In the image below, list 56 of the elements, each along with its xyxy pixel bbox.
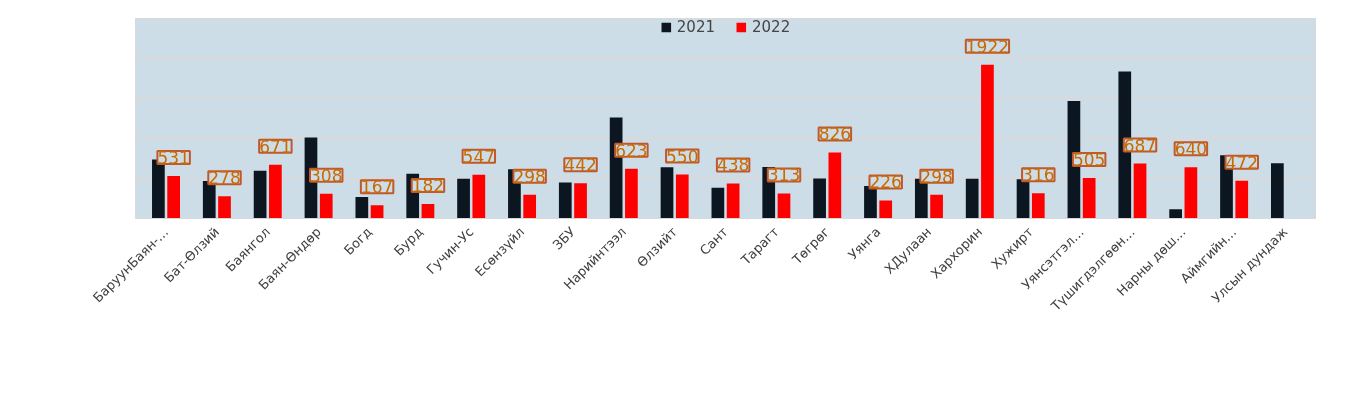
data-label: 182 bbox=[411, 175, 445, 196]
bar bbox=[813, 178, 826, 219]
bar bbox=[625, 168, 638, 219]
bar bbox=[1082, 178, 1096, 219]
data-label: 826 bbox=[818, 124, 852, 145]
bar bbox=[660, 167, 674, 219]
bar bbox=[472, 174, 486, 219]
bar bbox=[218, 196, 231, 219]
bar bbox=[675, 174, 689, 219]
legend-label: 2022 bbox=[752, 18, 791, 36]
bar bbox=[726, 183, 740, 219]
bar bbox=[1271, 163, 1284, 219]
bar bbox=[879, 200, 893, 219]
bar bbox=[1235, 180, 1249, 219]
bar bbox=[981, 64, 994, 219]
bar bbox=[167, 176, 180, 219]
bar bbox=[574, 183, 587, 219]
data-label: 640 bbox=[1174, 139, 1208, 160]
bar bbox=[965, 178, 979, 219]
bar bbox=[1133, 163, 1147, 219]
data-label: 278 bbox=[208, 168, 241, 189]
data-label: 623 bbox=[615, 140, 648, 161]
data-label: 687 bbox=[1123, 135, 1157, 156]
bar bbox=[421, 203, 435, 219]
bar bbox=[370, 205, 384, 219]
bar bbox=[319, 193, 333, 219]
bar bbox=[253, 170, 267, 219]
data-label: 316 bbox=[1022, 165, 1055, 186]
bar bbox=[1169, 209, 1182, 219]
data-label: 1922 bbox=[965, 36, 1010, 57]
bar bbox=[523, 194, 537, 219]
bar bbox=[1031, 193, 1045, 219]
data-label: 308 bbox=[310, 165, 343, 186]
bar bbox=[711, 187, 725, 219]
data-label: 442 bbox=[564, 155, 597, 176]
data-label: 550 bbox=[666, 146, 699, 167]
bar bbox=[558, 182, 572, 219]
data-label: 226 bbox=[869, 172, 902, 193]
data-label: 167 bbox=[360, 177, 394, 198]
bar bbox=[777, 193, 791, 219]
bar bbox=[864, 186, 877, 219]
data-label: 313 bbox=[767, 165, 801, 186]
bar bbox=[828, 152, 842, 219]
data-label: 472 bbox=[1225, 152, 1258, 173]
bar bbox=[355, 196, 369, 219]
bar bbox=[930, 194, 943, 219]
bar bbox=[1184, 167, 1198, 219]
legend-label: 2021 bbox=[676, 18, 715, 36]
bar bbox=[269, 164, 282, 219]
data-label: 671 bbox=[259, 136, 292, 157]
bar bbox=[457, 178, 470, 219]
data-label: 547 bbox=[462, 146, 496, 167]
data-label: 531 bbox=[157, 148, 190, 169]
data-label: 298 bbox=[513, 166, 546, 187]
data-label: 298 bbox=[920, 166, 953, 187]
data-label: 505 bbox=[1072, 150, 1106, 171]
